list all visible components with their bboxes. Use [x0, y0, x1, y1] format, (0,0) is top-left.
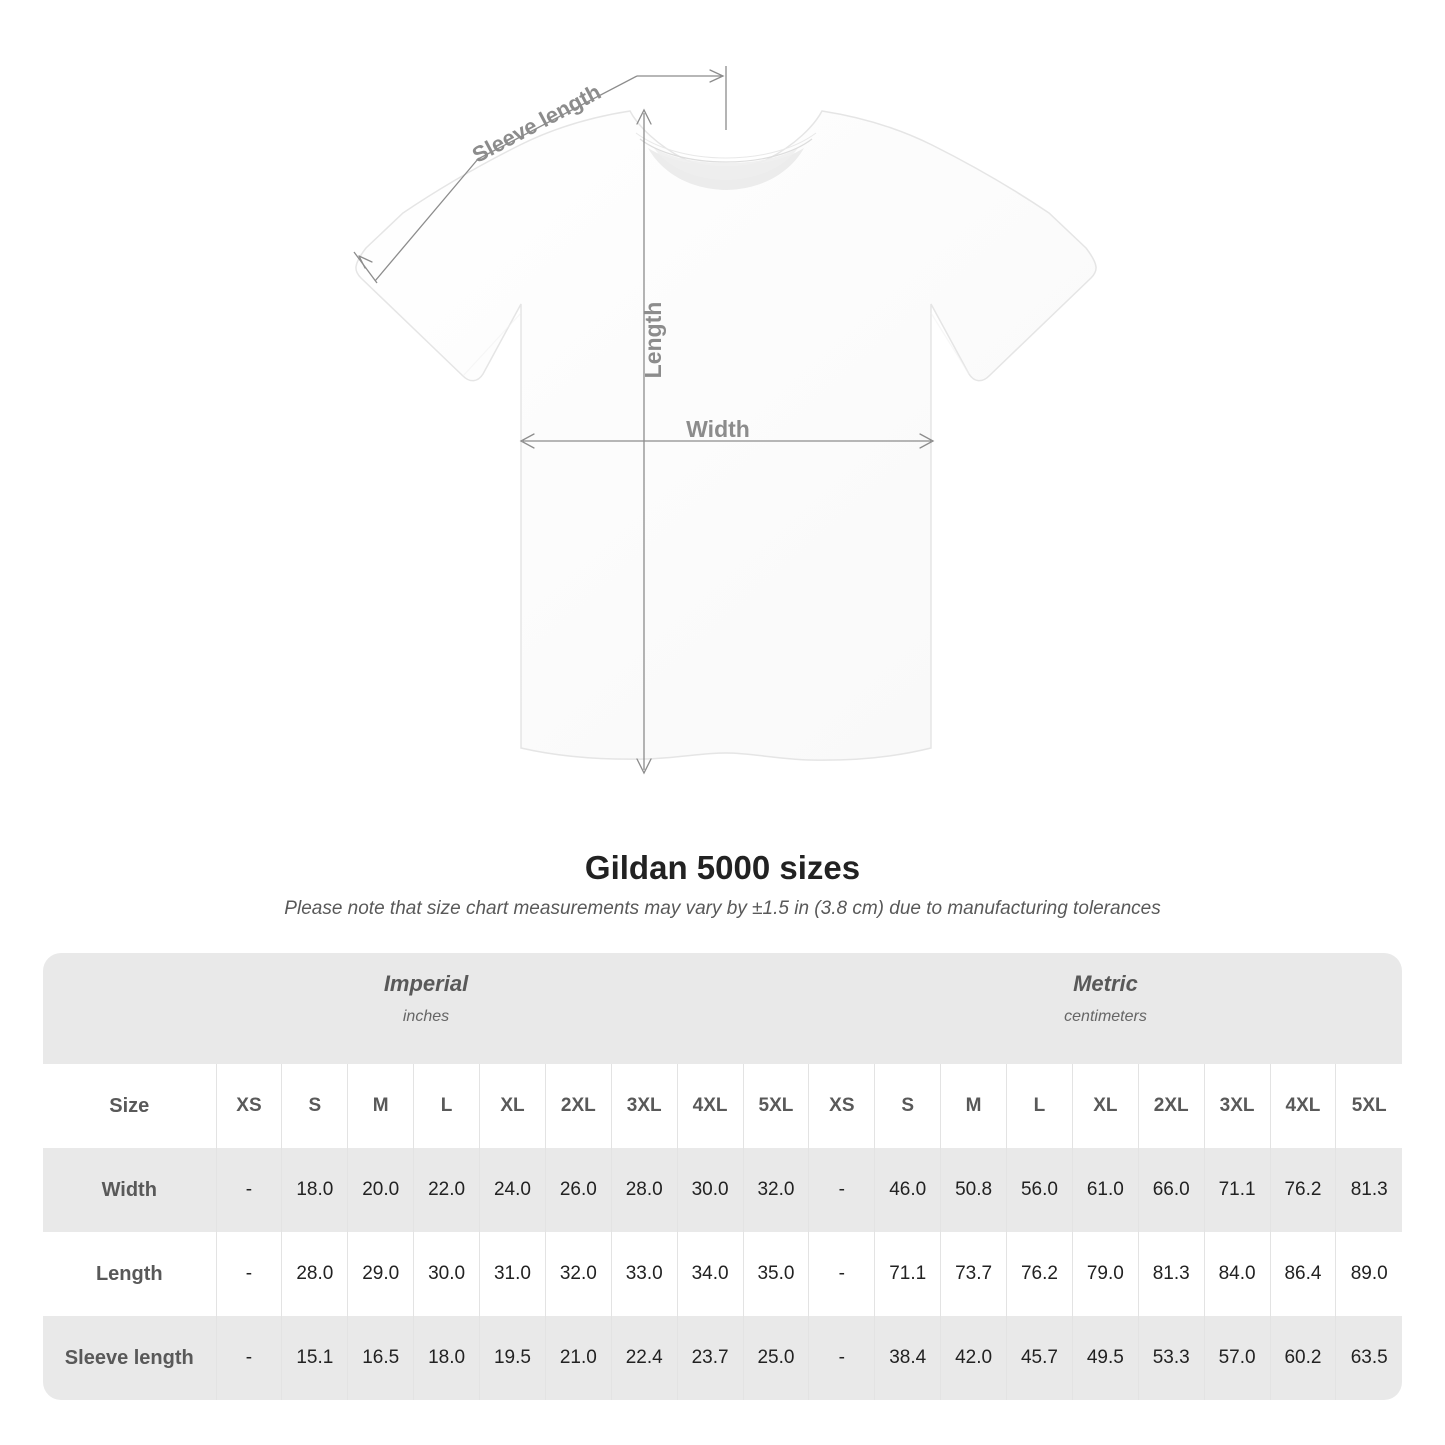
svg-text:Length: Length — [640, 302, 666, 379]
svg-text:Width: Width — [686, 416, 750, 442]
